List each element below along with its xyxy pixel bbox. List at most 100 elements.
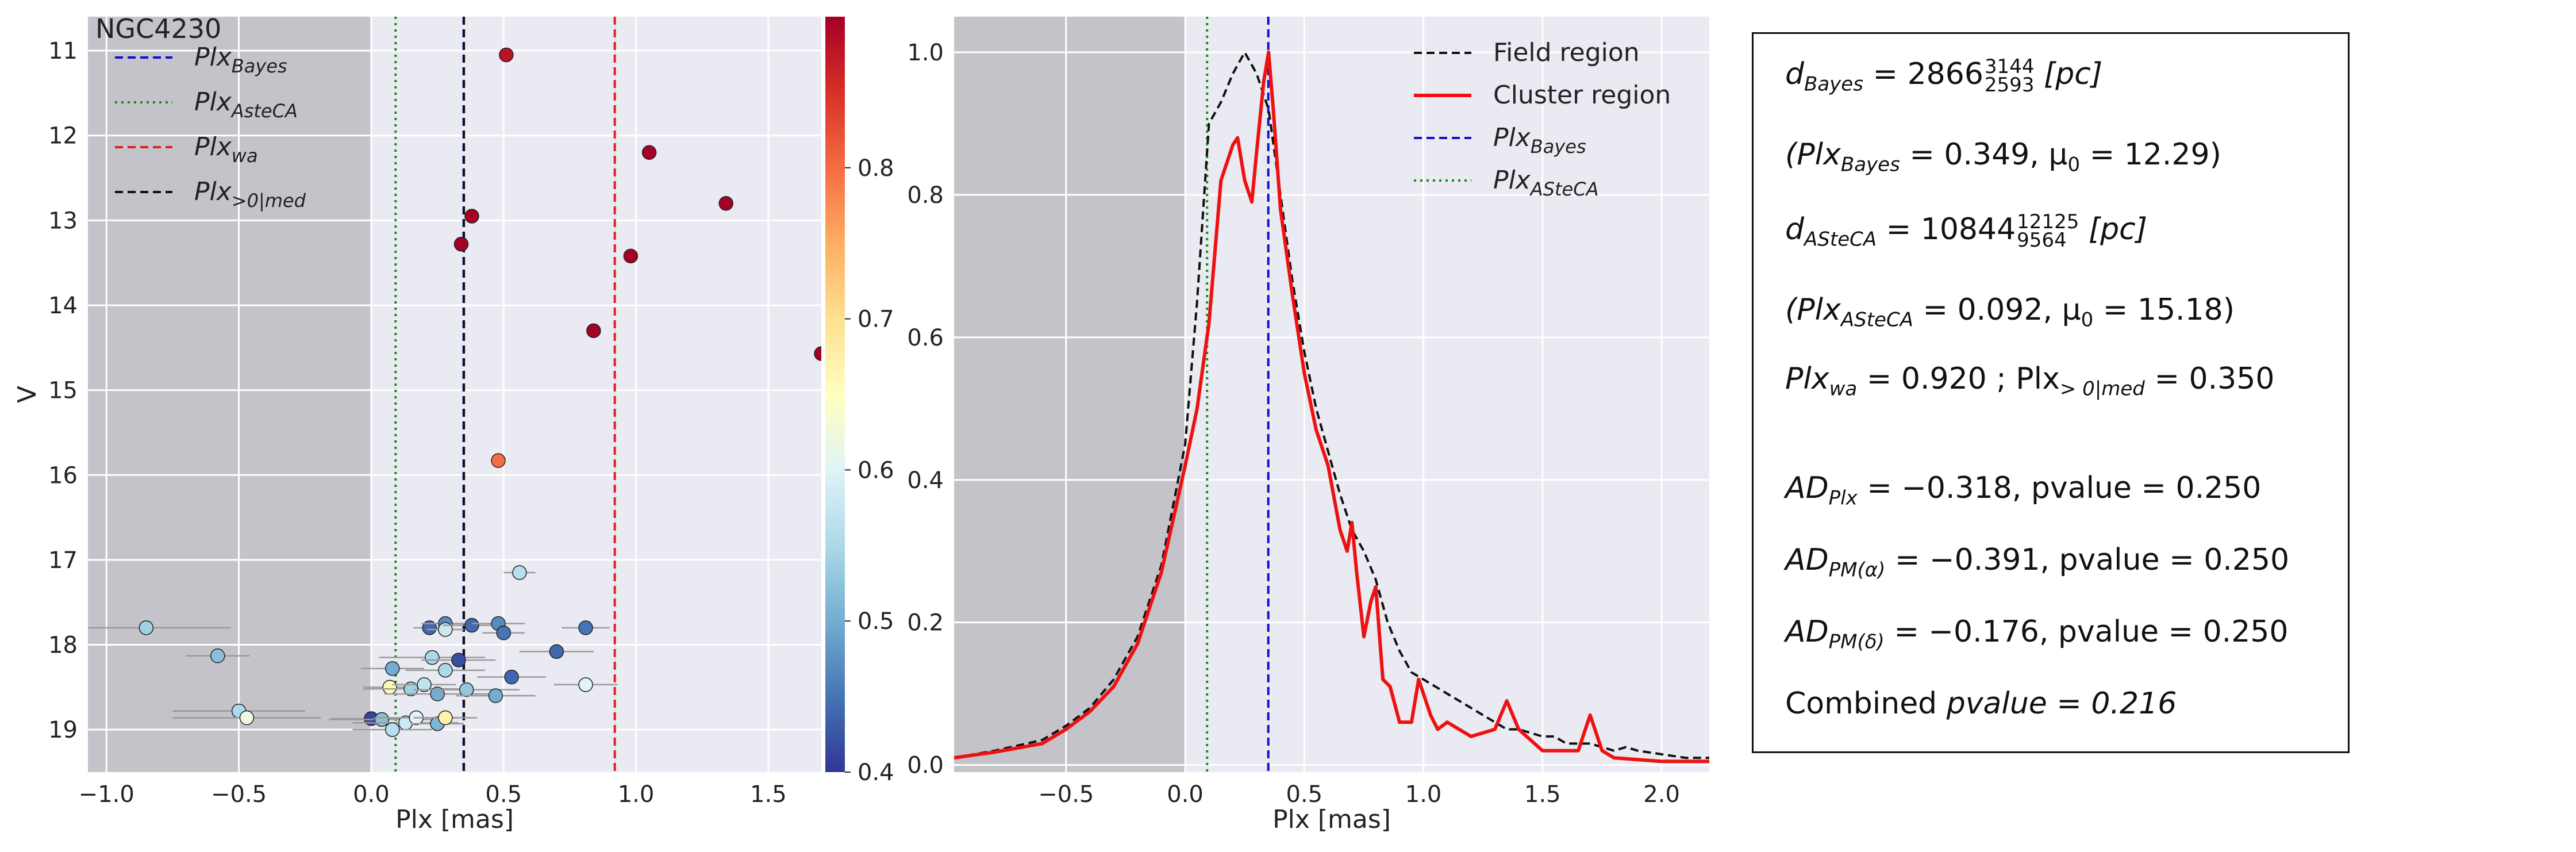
left-xtick-labels: −1.0 −0.5 0.0 0.5 1.0 1.5 (79, 781, 787, 808)
right-xtick-label: 1.5 (1524, 781, 1561, 808)
right-xtick-labels: −0.5 0.0 0.5 1.0 1.5 2.0 (1038, 781, 1680, 808)
left-xlabel: Plx [mas] (395, 805, 514, 834)
d-asteca-line: dASteCA = 10844 12125 9564 [pc] (1785, 210, 2148, 252)
right-legend-label: PlxASteCA (1493, 166, 1598, 200)
data-point (425, 650, 440, 665)
data-point (641, 145, 657, 160)
left-ytick-label: 18 (48, 632, 78, 659)
left-ytick-label: 16 (48, 462, 78, 489)
data-point (403, 681, 418, 697)
data-point (491, 453, 506, 468)
right-series-lines (954, 51, 1709, 763)
right-legend: Field region Cluster region PlxBayes PlxASt… (1414, 38, 1671, 200)
right-xtick-label: 1.0 (1405, 781, 1442, 808)
left-ytick-labels: 11 12 13 14 15 16 17 18 19 (48, 38, 78, 743)
left-legend-label: Plxwa (194, 132, 258, 167)
right-ytick-label: 0.2 (907, 610, 944, 636)
info-box: dBayes = 2866 3144 2593 [pc] (PlxBayes = 0… (1752, 32, 2350, 753)
ad-pm-delta-line: ADPM(δ) = −0.176, pvalue = 0.250 (1785, 615, 2289, 654)
left-scatter-panel: −1.0 −0.5 0.0 0.5 1.0 1.5 111213141516171819 … (13, 13, 821, 834)
right-ytick-label: 0.6 (907, 325, 944, 351)
colorbar-tick-labels: 0.4 0.5 0.6 0.7 0.8 (845, 155, 894, 786)
right-density-panel: −0.5 0.0 0.5 1.0 1.5 2.0 0.0 0.2 0.4 0.6 0.8 1.0 P… (907, 17, 1709, 834)
right-xtick-label: 0.0 (1167, 781, 1204, 808)
data-point (453, 236, 469, 252)
right-ytick-label: 1.0 (907, 40, 944, 66)
left-xtick-label: −0.5 (211, 781, 267, 808)
data-point (385, 722, 400, 737)
data-point (718, 196, 733, 211)
right-ytick-label: 0.4 (907, 467, 944, 494)
left-legend-label: PlxAsteCA (194, 87, 298, 122)
left-ytick-label: 15 (48, 378, 78, 404)
data-point (504, 669, 519, 685)
plx-wa-line: Plxwa = 0.920 ; Plx> 0|med = 0.350 (1785, 362, 2275, 401)
left-xtick-label: 0.0 (353, 781, 390, 808)
right-legend-label: PlxBayes (1493, 123, 1586, 158)
data-point (422, 620, 437, 635)
right-xtick-label: 0.5 (1286, 781, 1323, 808)
plx-bayes-line: (PlxBayes = 0.349, μ0 = 12.29) (1785, 137, 2221, 176)
data-point (464, 209, 479, 224)
series-line-field-region (954, 51, 1709, 759)
right-ytick-labels: 0.0 0.2 0.4 0.6 0.8 1.0 (907, 40, 944, 779)
data-point (239, 710, 255, 726)
right-shaded-region (954, 17, 1186, 772)
data-point (374, 712, 390, 727)
data-point (438, 710, 453, 726)
left-legend: PlxBayes PlxAsteCA Plxwa Plx>0|med (115, 43, 306, 212)
left-title: NGC4230 (95, 13, 221, 44)
data-point (496, 625, 511, 640)
left-ytick-label: 13 (48, 208, 78, 234)
data-point (438, 622, 453, 637)
left-ytick-label: 17 (48, 547, 78, 574)
colorbar-tick-label: 0.6 (858, 457, 894, 483)
left-xtick-label: 0.5 (485, 781, 522, 808)
left-xtick-label: 1.0 (618, 781, 655, 808)
d-bayes-line: dBayes = 2866 3144 2593 [pc] (1785, 55, 2103, 97)
data-point (438, 663, 453, 678)
colorbar-tick-label: 0.5 (858, 608, 894, 635)
right-xtick-label: 2.0 (1643, 781, 1680, 808)
ad-pm-alpha-line: ADPM(α) = −0.391, pvalue = 0.250 (1785, 543, 2290, 582)
right-ytick-label: 0.0 (907, 753, 944, 779)
left-ytick-label: 14 (48, 293, 78, 319)
data-point (139, 620, 154, 635)
left-ytick-label: 19 (48, 717, 78, 743)
left-ytick-label: 12 (48, 123, 78, 149)
colorbar-gradient (825, 17, 845, 772)
data-point (578, 677, 593, 692)
left-ytick-label: 11 (48, 38, 78, 64)
right-xtick-label: −0.5 (1038, 781, 1094, 808)
right-ytick-label: 0.8 (907, 182, 944, 209)
data-point (459, 682, 474, 697)
data-point (382, 680, 397, 695)
data-point (417, 677, 432, 692)
right-xlabel: Plx [mas] (1272, 805, 1391, 834)
colorbar-tick-label: 0.4 (858, 759, 894, 786)
data-point (586, 323, 601, 339)
ad-plx-line: ADPlx = −0.318, pvalue = 0.250 (1785, 471, 2262, 510)
data-point (512, 565, 527, 580)
data-point (385, 661, 400, 676)
left-shaded-region (88, 17, 371, 772)
plx-asteca-line: (PlxASteCA = 0.092, μ0 = 15.18) (1785, 293, 2235, 332)
left-legend-label: PlxBayes (194, 43, 287, 77)
data-point (210, 648, 225, 663)
colorbar-tick-label: 0.7 (858, 306, 894, 333)
right-legend-label: Field region (1493, 38, 1640, 67)
left-xtick-label: −1.0 (79, 781, 134, 808)
data-point (464, 617, 479, 633)
left-legend-label: Plx>0|med (194, 177, 306, 212)
combined-pvalue-line: Combined pvalue = 0.216 (1785, 686, 2177, 721)
data-point (814, 346, 821, 361)
data-point (549, 644, 564, 659)
data-point (499, 47, 514, 63)
left-scatter-points (88, 47, 821, 737)
left-ylabel: V (13, 386, 42, 403)
left-gridlines (88, 17, 821, 772)
data-point (488, 688, 503, 703)
colorbar-tick-label: 0.8 (858, 155, 894, 182)
right-legend-label: Cluster region (1493, 80, 1671, 110)
